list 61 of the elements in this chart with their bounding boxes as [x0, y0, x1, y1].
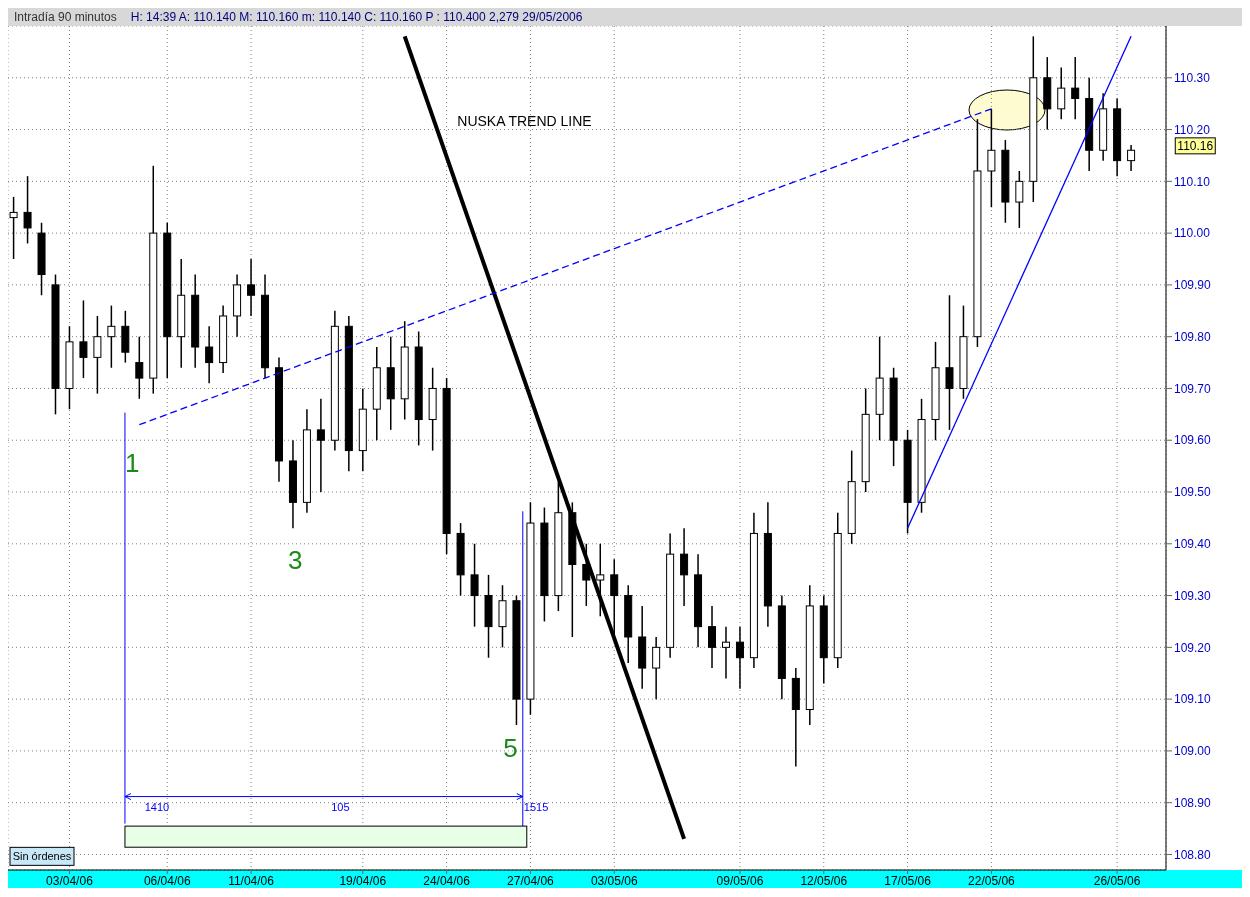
candlestick [987, 108, 996, 208]
y-tick-label: 110.20 [1174, 122, 1211, 137]
candlestick [23, 175, 32, 245]
x-tick-label: 06/04/06 [143, 873, 191, 888]
chart-subtitle: H: 14:39 A: 110.140 M: 110.160 m: 110.140 C: 110.160 P : 110.400 2,279 29/05/2006 [130, 10, 583, 24]
x-tick-label: 12/05/06 [800, 873, 848, 888]
chart-title: Intradía 90 minutos [14, 10, 117, 24]
candlestick [470, 543, 479, 628]
x-tick-label: 03/05/06 [590, 873, 638, 888]
x-tick-label: 03/04/06 [46, 873, 94, 888]
annotation: 3 [287, 544, 303, 575]
candlestick [680, 527, 689, 607]
candlestick [9, 196, 18, 260]
x-tick-label: 26/05/06 [1093, 873, 1141, 888]
candlestick [721, 625, 730, 680]
y-tick-label: 110.10 [1174, 174, 1211, 189]
y-tick-label: 110.30 [1174, 71, 1211, 86]
x-tick-label: 19/04/06 [339, 873, 387, 888]
candlestick [107, 304, 116, 369]
annotation: 5 [503, 733, 518, 764]
annotation: 1410 [144, 801, 170, 814]
series-label: NUSKA TREND LINE [457, 112, 592, 129]
y-tick-label: 109.20 [1174, 640, 1212, 655]
annotation: Sin órdenes [12, 850, 72, 863]
y-tick-label: 109.60 [1174, 433, 1212, 448]
candlestick [135, 335, 144, 400]
y-tick-label: 109.10 [1174, 692, 1212, 707]
annotation: 105 [331, 801, 350, 814]
candlestick [1015, 170, 1024, 229]
candlestick [596, 543, 605, 618]
annotation: 1515 [523, 801, 549, 814]
candlestick [247, 258, 256, 317]
annotation: 1 [124, 447, 140, 478]
text: 110.16 [1177, 138, 1214, 153]
y-tick-label: 108.80 [1174, 847, 1212, 862]
x-tick-label: 17/05/06 [884, 873, 932, 888]
x-tick-label: 11/04/06 [228, 873, 275, 888]
candlestick [652, 636, 661, 700]
y-tick-label: 109.80 [1174, 329, 1212, 344]
candlestick [316, 398, 325, 493]
candlestick [1127, 144, 1136, 172]
y-tick-label: 110.00 [1174, 226, 1211, 241]
candlestick [93, 315, 102, 395]
y-tick-label: 109.90 [1174, 278, 1212, 293]
candlestick [205, 325, 214, 385]
y-tick-label: 108.90 [1174, 795, 1212, 810]
x-tick-label: 22/05/06 [968, 873, 1016, 888]
y-tick-label: 109.40 [1174, 537, 1212, 552]
candlestick [708, 605, 717, 669]
x-tick-label: 09/05/06 [716, 873, 764, 888]
candlestick [1071, 56, 1080, 120]
candlestick [945, 294, 954, 431]
y-tick-label: 109.70 [1174, 381, 1212, 396]
x-tick-label: 24/04/06 [423, 873, 471, 888]
candlestick [79, 299, 88, 379]
candlestick [735, 625, 744, 690]
y-tick-label: 109.50 [1174, 485, 1212, 500]
candlestick [1057, 66, 1066, 120]
x-tick-label: 27/04/06 [507, 873, 555, 888]
y-tick-label: 109.00 [1174, 744, 1212, 759]
y-tick-label: 109.30 [1174, 588, 1212, 603]
